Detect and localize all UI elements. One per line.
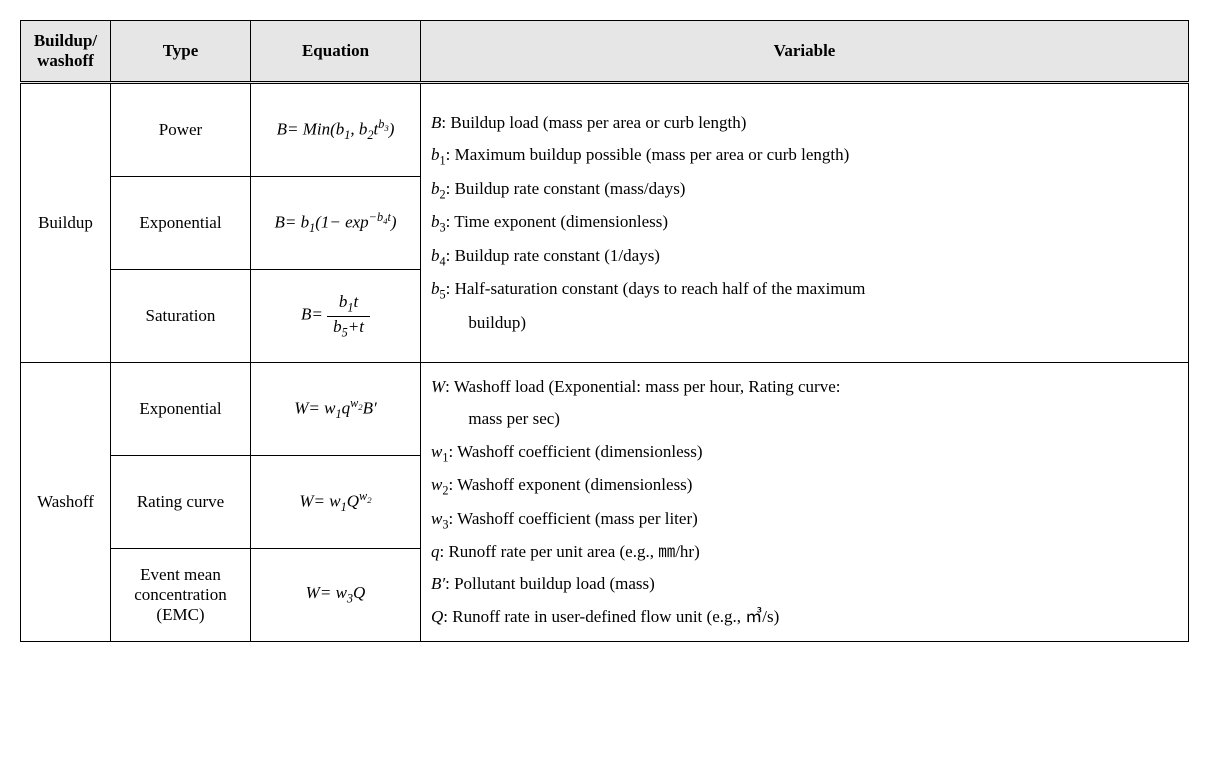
- equation-cell: W= w1qw2B′: [251, 363, 421, 456]
- type-cell: Event meanconcentration(EMC): [111, 549, 251, 642]
- type-cell: Rating curve: [111, 456, 251, 549]
- type-cell: Power: [111, 83, 251, 177]
- header-type: Type: [111, 21, 251, 83]
- buildup-washoff-table: Buildup/washoff Type Equation Variable B…: [20, 20, 1189, 642]
- type-cell: Exponential: [111, 363, 251, 456]
- variable-cell: B: Buildup load (mass per area or curb l…: [421, 83, 1189, 363]
- type-cell: Saturation: [111, 270, 251, 363]
- table-body: BuildupPowerB= Min(b1, b2tb3)B: Buildup …: [21, 83, 1189, 642]
- equation-cell: W= w3Q: [251, 549, 421, 642]
- group-cell: Buildup: [21, 83, 111, 363]
- group-cell: Washoff: [21, 363, 111, 642]
- header-variable: Variable: [421, 21, 1189, 83]
- equation-cell: B= b1(1− exp−b4t): [251, 177, 421, 270]
- table-row: BuildupPowerB= Min(b1, b2tb3)B: Buildup …: [21, 83, 1189, 177]
- header-bw: Buildup/washoff: [21, 21, 111, 83]
- equation-cell: B= b1tb5+t: [251, 270, 421, 363]
- table-row: WashoffExponentialW= w1qw2B′W: Washoff l…: [21, 363, 1189, 456]
- header-equation: Equation: [251, 21, 421, 83]
- equation-cell: B= Min(b1, b2tb3): [251, 83, 421, 177]
- type-cell: Exponential: [111, 177, 251, 270]
- table-header-row: Buildup/washoff Type Equation Variable: [21, 21, 1189, 83]
- equation-cell: W= w1Qw2: [251, 456, 421, 549]
- variable-cell: W: Washoff load (Exponential: mass per h…: [421, 363, 1189, 642]
